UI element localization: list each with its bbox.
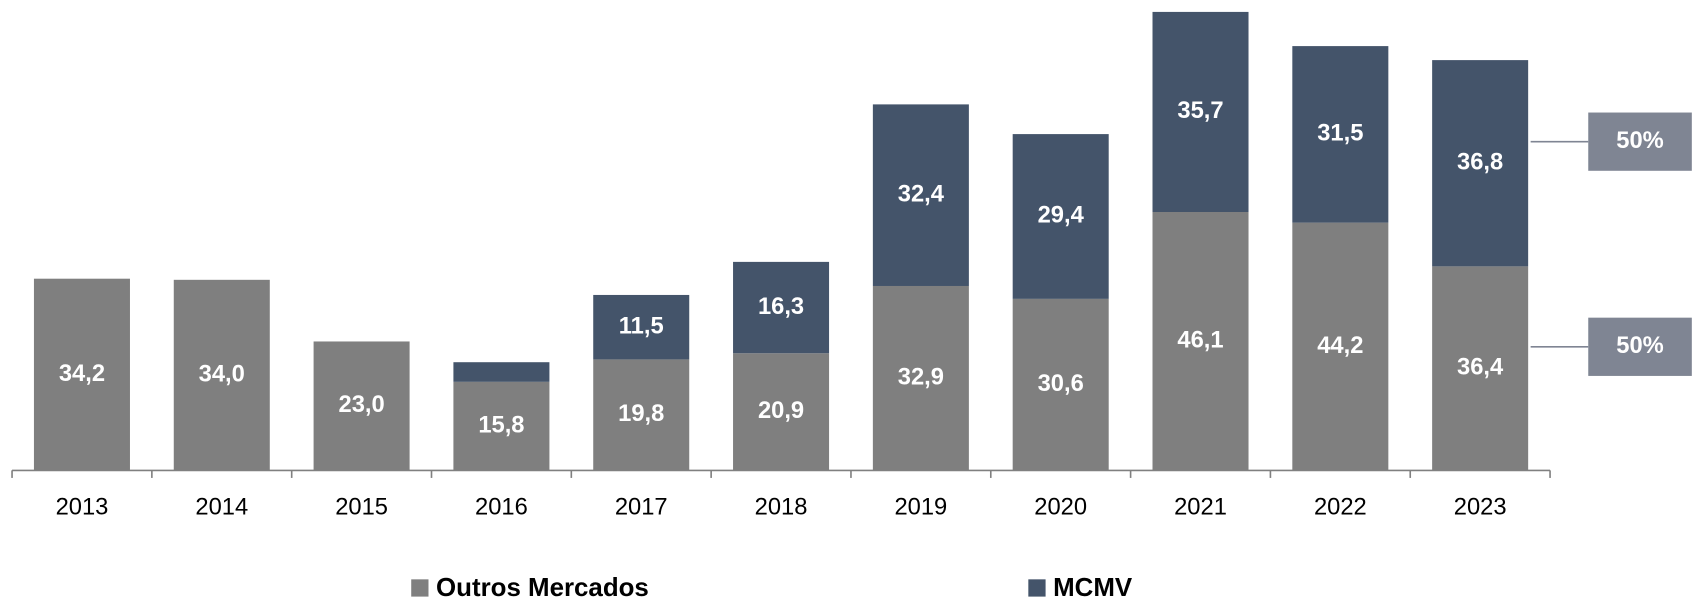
- bar-segment: [1292, 222, 1389, 471]
- x-tick-label: 2021: [1174, 494, 1227, 520]
- x-tick-label: 2022: [1314, 494, 1367, 520]
- data-label: 20,9: [758, 398, 804, 424]
- data-label: 11,5: [619, 313, 664, 339]
- share-label: 50%: [1616, 333, 1663, 359]
- bar-segment: [733, 261, 830, 354]
- data-label: 29,4: [1038, 203, 1085, 229]
- bar-segment: [453, 381, 550, 471]
- x-tick-label: 2019: [894, 494, 947, 520]
- bar-segment: [33, 278, 130, 471]
- legend-label: Outros Mercados: [436, 574, 649, 602]
- bar-segment: [593, 359, 690, 471]
- data-label: 32,4: [898, 181, 945, 207]
- data-label: 36,8: [1457, 150, 1503, 176]
- x-tick-label: 2016: [475, 494, 528, 520]
- data-label: 34,0: [199, 361, 245, 387]
- bar-segment: [872, 104, 969, 286]
- bar-segment: [1432, 60, 1529, 267]
- data-label: 15,8: [478, 412, 524, 438]
- bar-segment: [1012, 298, 1109, 471]
- x-tick-label: 2014: [195, 494, 248, 520]
- data-label: 44,2: [1317, 333, 1363, 359]
- legend-swatch: [1028, 579, 1046, 597]
- bar-segment: [593, 294, 690, 360]
- legend-swatch: [411, 579, 429, 597]
- data-label: 46,1: [1177, 327, 1223, 353]
- legend-label: MCMV: [1053, 574, 1133, 602]
- bar-segment: [1152, 11, 1249, 212]
- x-tick-label: 2013: [56, 494, 109, 520]
- x-tick-label: 2018: [755, 494, 808, 520]
- bar-segment: [453, 362, 550, 382]
- x-tick-label: 2017: [615, 494, 668, 520]
- data-label: 23,0: [339, 392, 385, 418]
- data-label: 35,7: [1177, 98, 1223, 124]
- share-label: 50%: [1616, 128, 1663, 154]
- data-label: 31,5: [1317, 121, 1363, 147]
- x-tick-label: 2020: [1034, 494, 1087, 520]
- bar-segment: [1292, 46, 1389, 223]
- share-box: [1588, 112, 1692, 171]
- bar-segment: [1432, 266, 1529, 471]
- bar-segment: [872, 285, 969, 471]
- x-tick-label: 2023: [1454, 494, 1507, 520]
- bar-segment: [1152, 211, 1249, 471]
- bar-segment: [173, 279, 270, 471]
- data-label: 36,4: [1457, 355, 1504, 381]
- data-label: 30,6: [1038, 371, 1084, 397]
- bar-segment: [313, 341, 410, 471]
- bar-segment: [733, 353, 830, 471]
- x-tick-label: 2015: [335, 494, 388, 520]
- data-label: 32,9: [898, 364, 944, 390]
- bar-segment: [1012, 134, 1109, 299]
- share-box: [1588, 317, 1692, 376]
- data-label: 16,3: [758, 294, 804, 320]
- data-label: 19,8: [618, 401, 664, 427]
- data-label: 34,2: [59, 361, 105, 387]
